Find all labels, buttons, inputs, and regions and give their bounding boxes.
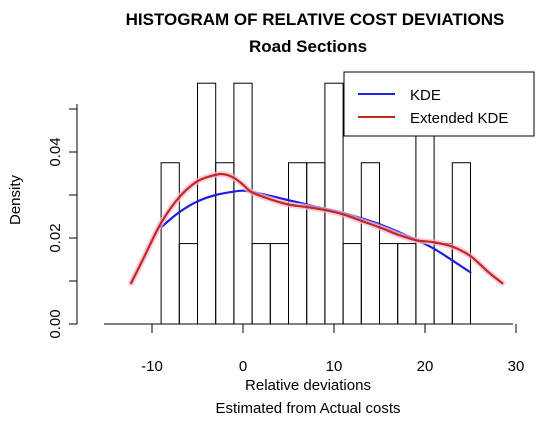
histogram-bar-1 (178, 243, 199, 325)
x-tick-label-4: 30 (508, 358, 525, 375)
histogram-bar-8 (306, 162, 326, 325)
histogram-bar-5 (251, 243, 271, 325)
histogram-bar-3 (215, 162, 235, 325)
x-tick-label-2: 10 (326, 358, 343, 375)
x-tick-label-0: -10 (141, 358, 163, 375)
x-tick-label-1: 0 (239, 358, 247, 375)
y-tick-label-0: 0.00 (47, 309, 64, 338)
y-axis: 0.00 0.02 0.04 (47, 104, 78, 339)
legend: KDE Extended KDE (343, 71, 535, 137)
chart-subtitle: Road Sections (249, 37, 367, 56)
histogram-bar-13 (397, 243, 417, 325)
histogram-bar-0 (160, 162, 180, 325)
y-axis-label: Density (7, 174, 24, 225)
density-curves (128, 170, 506, 287)
histogram-bar-9 (324, 82, 344, 325)
x-axis-sublabel: Estimated from Actual costs (215, 400, 400, 417)
histogram-bar-16 (451, 162, 471, 325)
histogram-bar-12 (379, 243, 399, 325)
y-tick-label-1: 0.02 (47, 223, 64, 252)
x-axis: -10 0 10 20 30 (104, 323, 525, 375)
histogram-bar-2 (197, 82, 217, 325)
legend-box (343, 71, 535, 137)
kde-curve (160, 189, 472, 274)
histogram-bar-7 (288, 162, 308, 325)
histogram-bar-11 (360, 162, 380, 325)
extended-kde-curve (130, 172, 504, 285)
legend-label-extended-kde: Extended KDE (410, 110, 508, 127)
histogram-bar-4 (233, 82, 253, 325)
histogram-bar-10 (342, 243, 362, 325)
legend-label-kde: KDE (410, 87, 441, 104)
x-tick-label-3: 20 (417, 358, 434, 375)
histogram-bar-6 (269, 243, 289, 325)
chart-title: HISTOGRAM OF RELATIVE COST DEVIATIONS (126, 10, 505, 29)
y-tick-label-2: 0.04 (47, 137, 64, 166)
x-axis-label: Relative deviations (245, 377, 371, 394)
